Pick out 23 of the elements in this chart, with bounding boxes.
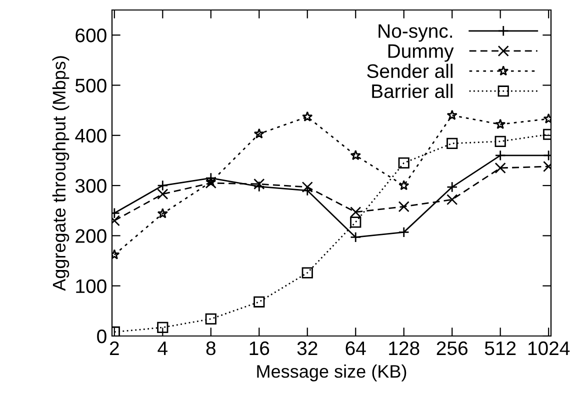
x-tick-label: 4 [158,342,168,355]
x-tick-label: 8 [206,341,216,356]
y-tick-label: 600 [76,28,106,42]
y-axis-title: Aggregate throughput (Mbps) [52,56,70,291]
y-tick-label: 500 [75,78,106,92]
legend-label: No-sync. [378,24,452,42]
x-tick-label: 2 [110,341,119,355]
x-tick-label: 1024 [528,341,570,356]
x-tick-label: 128 [389,341,420,356]
x-tick-label: 256 [436,341,468,356]
x-axis-title: Message size (KB) [257,364,406,382]
legend-label: Dummy [388,44,454,62]
x-tick-label: 16 [250,341,270,356]
y-tick-label: 300 [75,179,106,193]
y-tick-label: 0 [97,329,106,344]
legend-label: Barrier all [372,84,452,98]
y-tick-label: 200 [76,229,106,243]
y-tick-label: 400 [75,128,106,143]
x-tick-label: 32 [297,341,318,356]
y-tick-label: 100 [76,279,106,294]
legend-label: Sender all [367,64,452,78]
x-tick-label: 512 [484,341,516,356]
x-tick-label: 64 [346,341,366,356]
